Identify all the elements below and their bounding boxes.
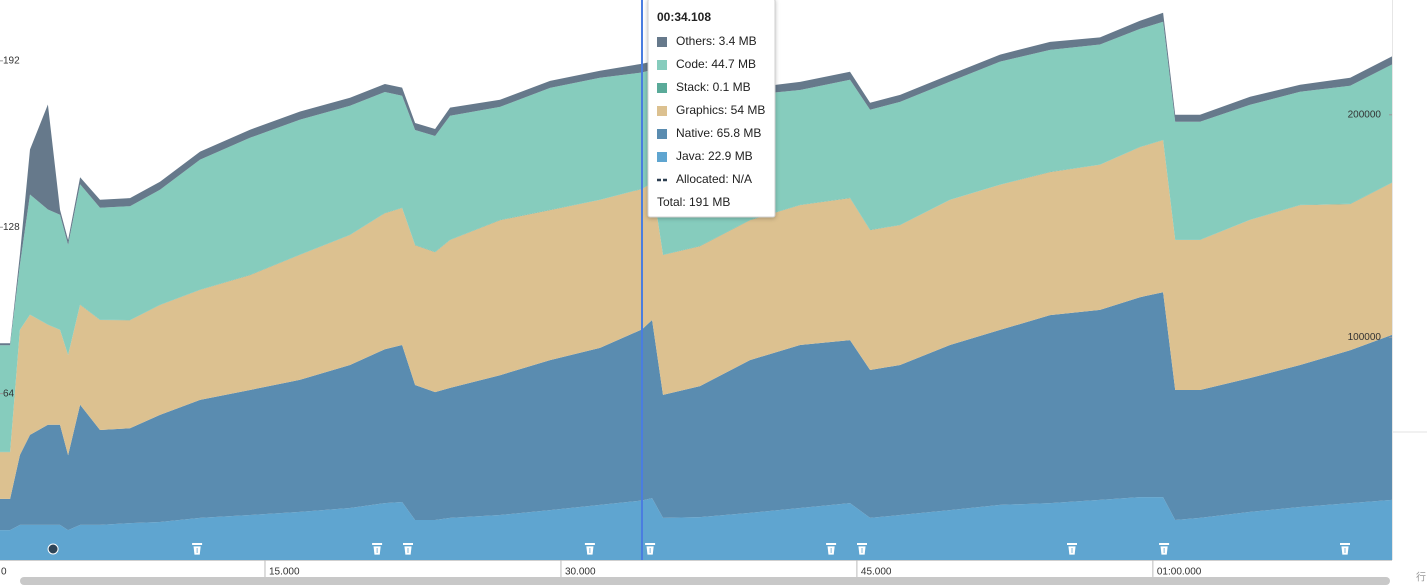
- gc-event: [584, 543, 595, 556]
- gc-event: [1067, 543, 1077, 556]
- events: [47, 543, 1350, 556]
- tooltip-swatch: [656, 37, 667, 47]
- gc-lid: [826, 543, 837, 545]
- tooltip-item: Total: 191 MB: [657, 195, 730, 209]
- gc-event: [1159, 543, 1170, 556]
- x-tick-label: 45.000: [861, 567, 892, 578]
- gc-lid: [403, 543, 413, 545]
- tooltip-swatch: [656, 129, 667, 139]
- area-1: [0, 292, 1392, 531]
- gc-lid: [1159, 543, 1170, 545]
- y-tick-label: 64: [3, 388, 15, 399]
- x-tick-label: 0: [1, 567, 7, 578]
- area-2: [0, 140, 1392, 499]
- gc-lid: [584, 543, 595, 545]
- gc-event: [645, 543, 656, 556]
- y2-tick-label: 200000: [1348, 109, 1382, 120]
- y-tick-label: 128: [3, 222, 20, 233]
- tooltip-item: Java: 22.9 MB: [676, 149, 753, 163]
- gc-lid: [1067, 543, 1077, 545]
- gc-lid: [192, 543, 203, 545]
- gc-lid: [372, 543, 383, 545]
- tooltip-item: Others: 3.4 MB: [676, 34, 757, 48]
- tooltip-swatch: [656, 106, 667, 116]
- tooltip-item: Graphics: 54 MB: [676, 103, 765, 117]
- scrollbar[interactable]: [20, 577, 1390, 585]
- tooltip-swatch: [656, 60, 667, 70]
- gc-lid: [857, 543, 867, 545]
- areas: [0, 12, 1392, 560]
- gc-lid: [1340, 543, 1350, 545]
- gc-event: [372, 543, 383, 556]
- x-tick-label: 30.000: [565, 567, 596, 578]
- tooltip-item: Native: 65.8 MB: [676, 126, 761, 140]
- x-tick-label: 15.000: [269, 567, 300, 578]
- corner-text: 行: [1416, 571, 1426, 584]
- gc-lid: [645, 543, 656, 545]
- gc-event: [192, 543, 203, 556]
- gc-event: [1340, 543, 1350, 556]
- tooltip-swatch: [656, 83, 667, 93]
- area-0: [0, 497, 1392, 560]
- tooltip-item: Stack: 0.1 MB: [676, 80, 751, 94]
- tooltip: 00:34.108 Others: 3.4 MB Code: 44.7 MB Stac…: [647, 0, 776, 218]
- tooltip-item: Allocated: N/A: [676, 172, 752, 186]
- tooltip-time: 00:34.108: [657, 10, 711, 24]
- axes: 64 128 192 100000 200000 0 15.000 30.000 45.000 0…: [0, 55, 1392, 578]
- gc-event: [403, 543, 413, 556]
- y-tick-label: 192: [3, 55, 20, 66]
- x-tick-label: 01:00.000: [1157, 567, 1202, 578]
- gc-event: [857, 543, 867, 556]
- area-4: [0, 21, 1392, 452]
- tooltip-box: [647, 0, 776, 218]
- tooltip-swatch: [656, 152, 667, 162]
- event-dot: [47, 543, 59, 555]
- y2-tick-label: 100000: [1348, 332, 1382, 343]
- tooltip-item: Code: 44.7 MB: [676, 57, 756, 71]
- gc-event: [826, 543, 837, 556]
